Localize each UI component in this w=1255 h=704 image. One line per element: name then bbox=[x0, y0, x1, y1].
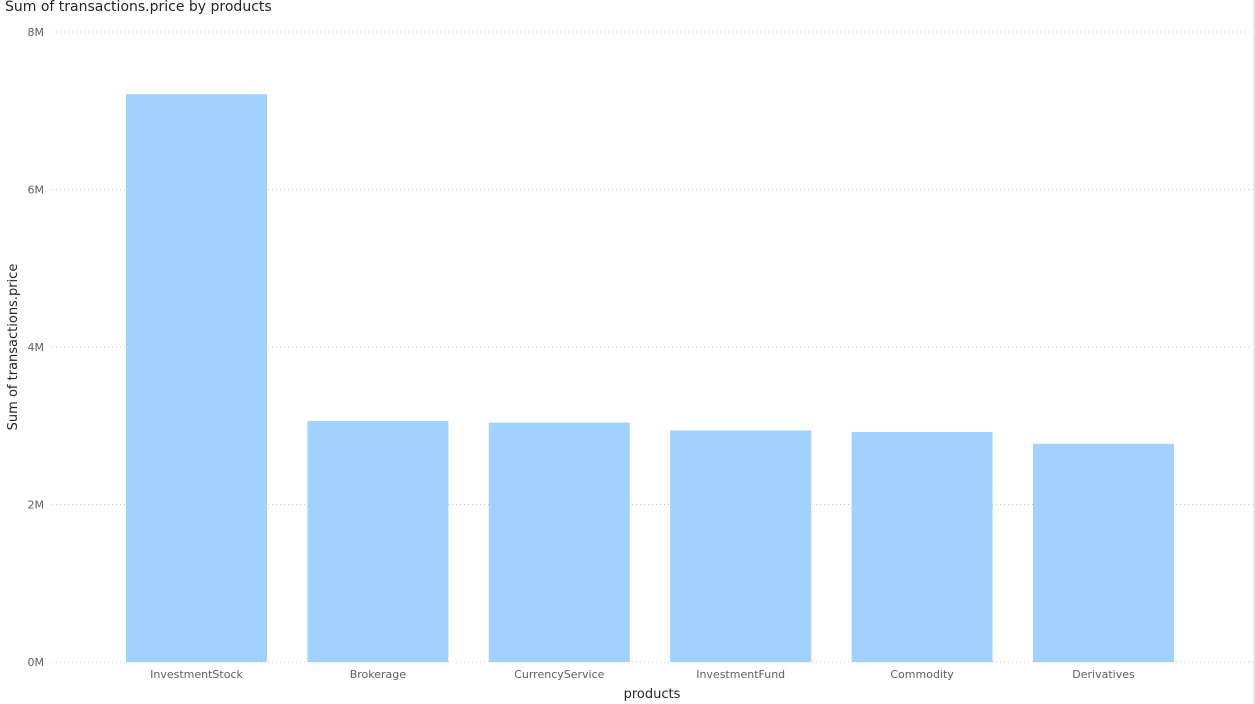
x-tick-label: Derivatives bbox=[1072, 668, 1135, 681]
bar[interactable] bbox=[670, 430, 812, 662]
y-tick-label: 0M bbox=[28, 656, 45, 669]
bar[interactable] bbox=[851, 432, 993, 662]
chart-title: Sum of transactions.price by products bbox=[5, 0, 272, 15]
y-tick-label: 2M bbox=[28, 499, 45, 512]
bar[interactable] bbox=[126, 94, 267, 662]
bar[interactable] bbox=[1033, 443, 1174, 662]
y-tick-label: 8M bbox=[28, 26, 45, 39]
x-tick-label: Commodity bbox=[890, 668, 954, 681]
y-axis-ticks: 0M 2M 4M 6M 8M bbox=[28, 26, 45, 669]
bars bbox=[126, 94, 1174, 662]
x-tick-label: CurrencyService bbox=[514, 668, 604, 681]
y-tick-label: 6M bbox=[28, 184, 45, 197]
visual-border bbox=[1253, 0, 1255, 704]
x-tick-label: InvestmentFund bbox=[696, 668, 785, 681]
x-axis-title: products bbox=[624, 687, 681, 702]
x-tick-label: Brokerage bbox=[350, 668, 407, 681]
x-tick-label: InvestmentStock bbox=[150, 668, 243, 681]
y-axis-title: Sum of transactions.price bbox=[6, 264, 21, 431]
x-axis-ticks: InvestmentStock Brokerage CurrencyService I… bbox=[150, 668, 1135, 681]
y-tick-label: 4M bbox=[28, 341, 45, 354]
bar[interactable] bbox=[488, 422, 630, 662]
bar[interactable] bbox=[307, 421, 449, 662]
